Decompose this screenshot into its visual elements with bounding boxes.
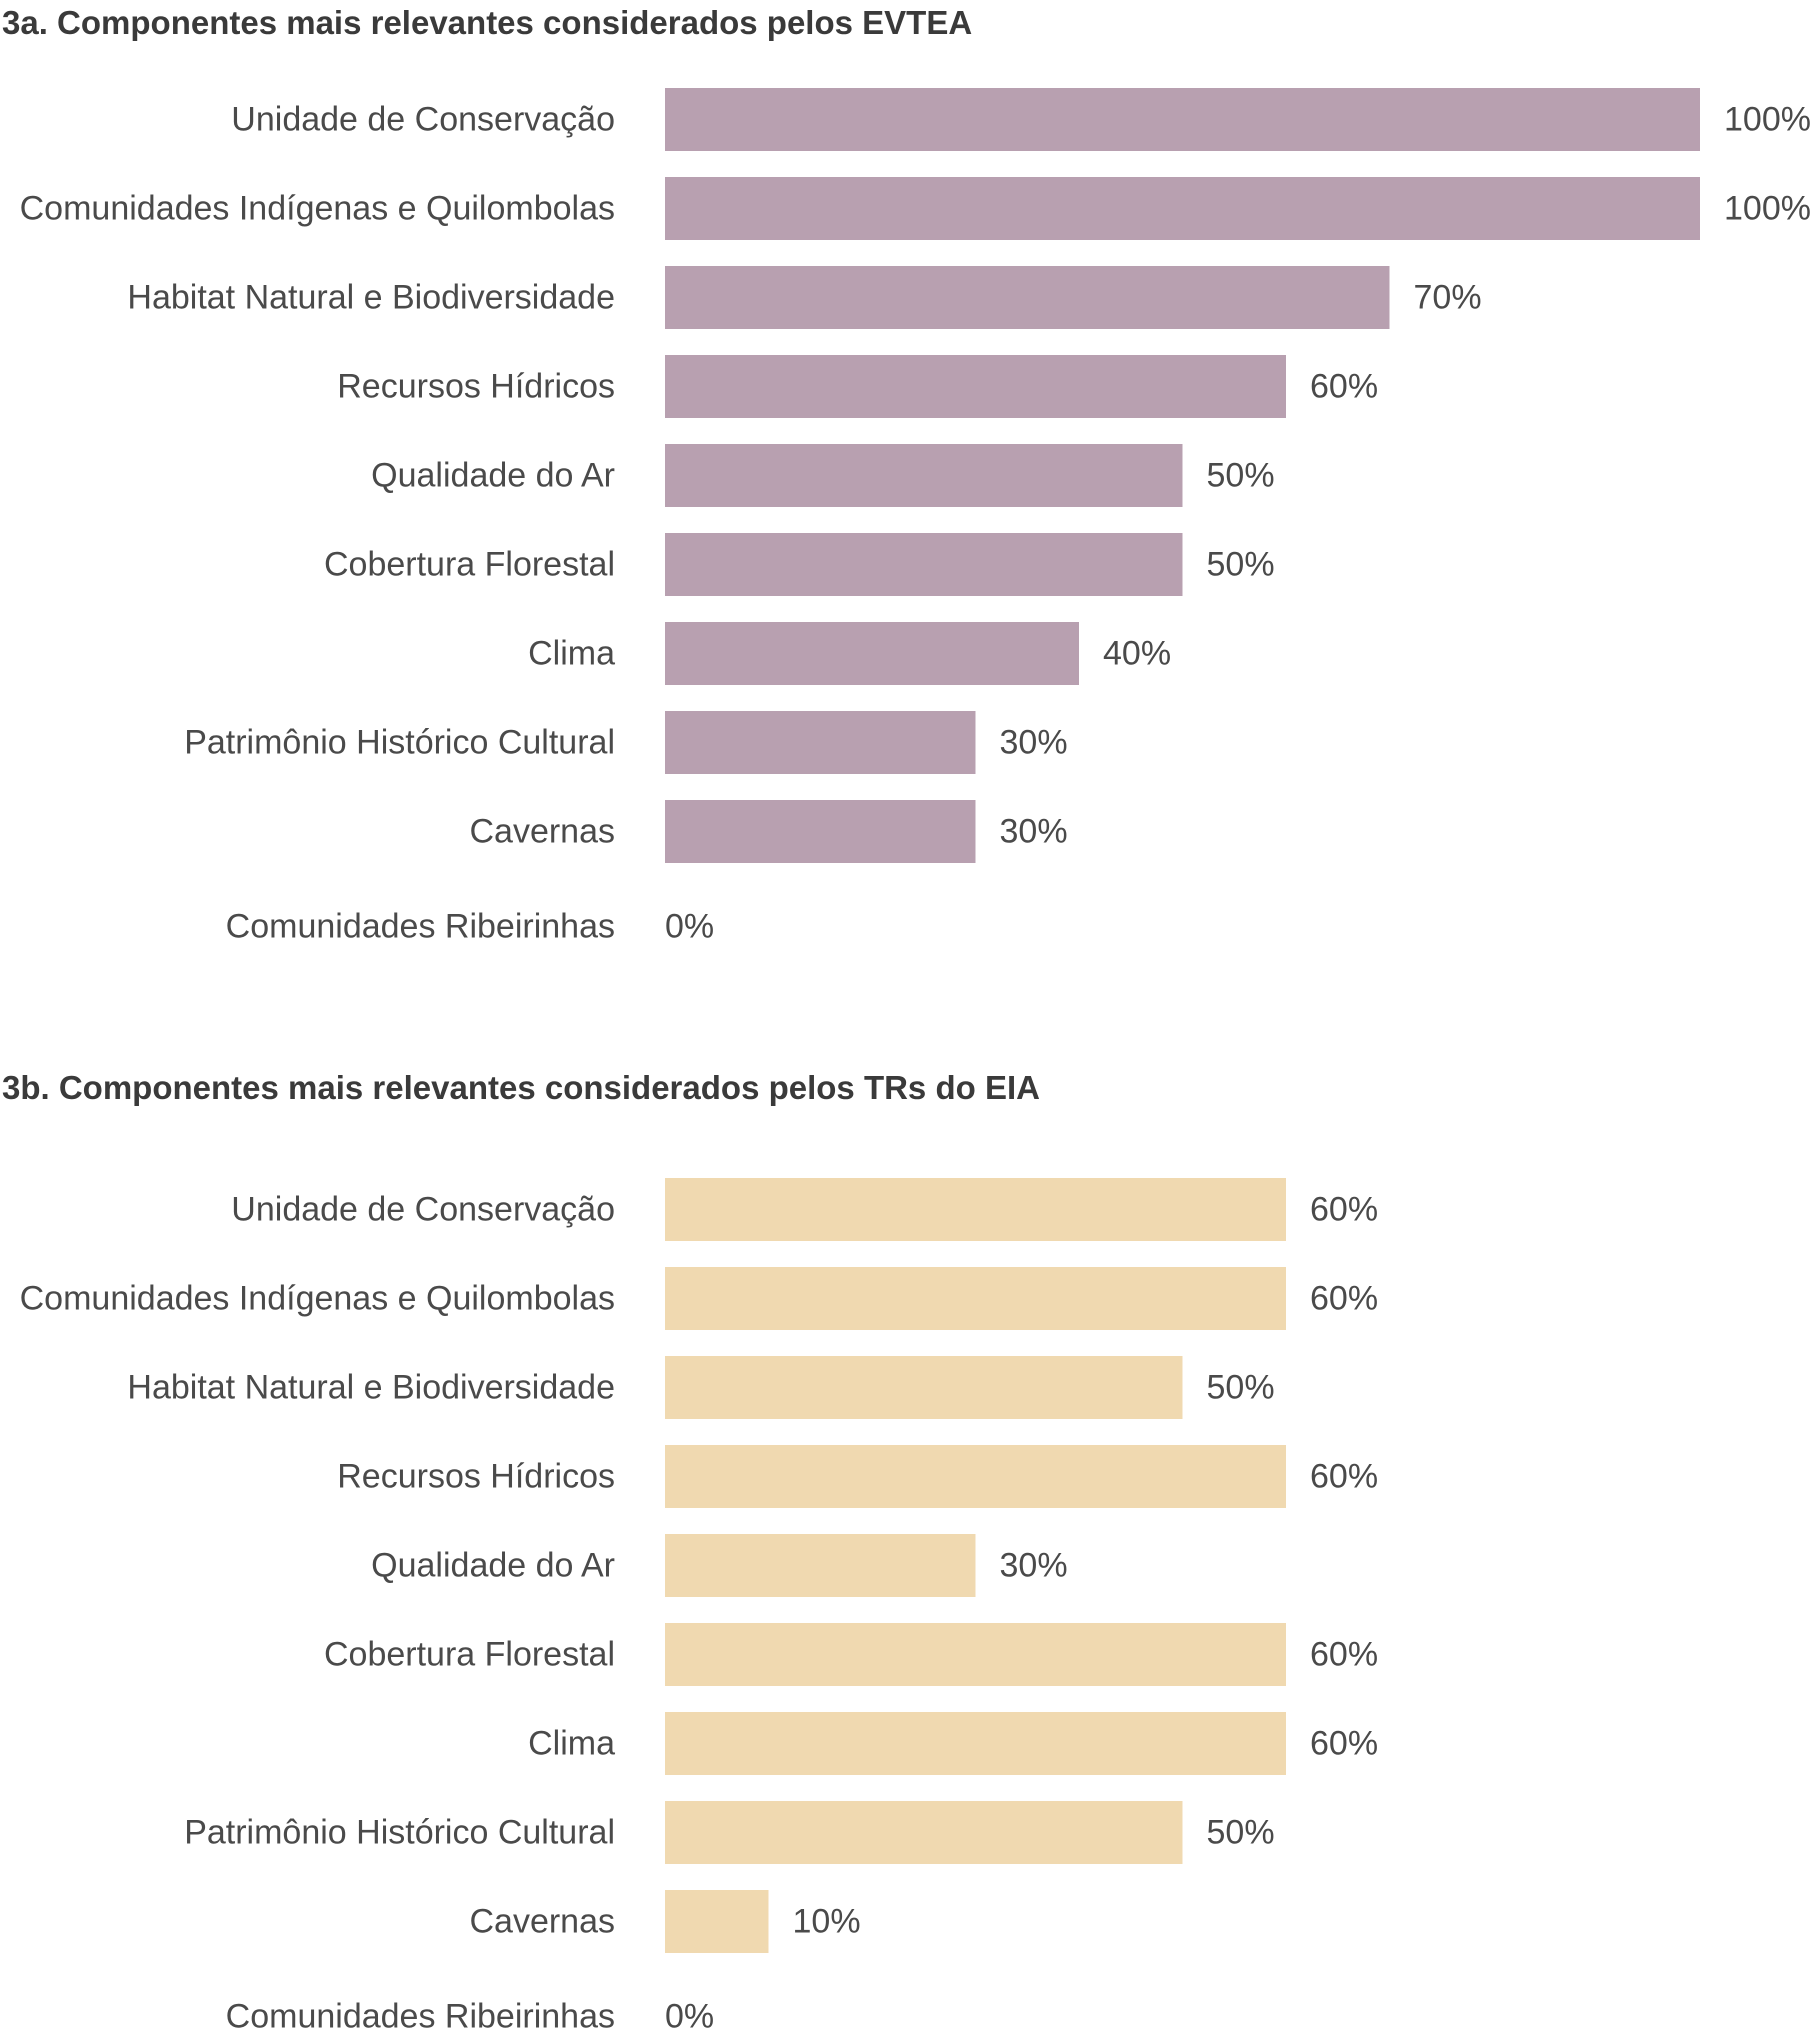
bar-3b — [665, 1178, 1286, 1241]
category-label-3a: Qualidade do Ar — [371, 457, 615, 495]
data-label-3b: 60% — [1310, 1725, 1378, 1763]
bar-chart-3a-svg: Unidade de Conservação 100% Comunidades In… — [20, 88, 1811, 946]
category-label-3a: Unidade de Conservação — [231, 101, 615, 139]
category-label-3a: Habitat Natural e Biodiversidade — [127, 279, 615, 317]
data-label-3a: 30% — [1000, 813, 1068, 851]
bar-3b — [665, 1712, 1286, 1775]
bar-3b — [665, 1356, 1183, 1419]
chart-title-3b: 3b. Componentes mais relevantes consider… — [2, 1069, 1040, 1106]
data-label-3b: 60% — [1310, 1280, 1378, 1318]
data-label-3a: 40% — [1103, 635, 1171, 673]
category-label-3b: Recursos Hídricos — [337, 1458, 615, 1496]
data-label-3b: 60% — [1310, 1636, 1378, 1674]
bar-3a — [665, 444, 1183, 507]
data-label-3a: 50% — [1207, 457, 1275, 495]
category-label-3b: Clima — [528, 1725, 615, 1763]
data-label-3b: 60% — [1310, 1458, 1378, 1496]
bar-3b — [665, 1623, 1286, 1686]
category-label-3b: Unidade de Conservação — [231, 1191, 615, 1229]
data-label-3b: 60% — [1310, 1191, 1378, 1229]
bar-3a — [665, 177, 1700, 240]
bar-3a — [665, 711, 976, 774]
category-label-3a: Patrimônio Histórico Cultural — [184, 724, 615, 762]
bar-3a — [665, 800, 976, 863]
bar-3b — [665, 1445, 1286, 1508]
data-label-3b: 0% — [665, 1998, 714, 2036]
bar-3a — [665, 355, 1286, 418]
data-label-3b: 30% — [1000, 1547, 1068, 1585]
data-label-3a: 50% — [1207, 546, 1275, 584]
data-label-3a: 60% — [1310, 368, 1378, 406]
category-label-3b: Patrimônio Histórico Cultural — [184, 1814, 615, 1852]
category-label-3a: Comunidades Ribeirinhas — [226, 908, 615, 946]
bar-chart-3b: Unidade de Conservação 60% Comunidades Ind… — [0, 1178, 1815, 2036]
category-label-3b: Habitat Natural e Biodiversidade — [127, 1369, 615, 1407]
category-label-3a: Cobertura Florestal — [324, 546, 615, 584]
bar-3a — [665, 622, 1079, 685]
bar-3a — [665, 533, 1183, 596]
data-label-3b: 50% — [1207, 1814, 1275, 1852]
category-label-3b: Qualidade do Ar — [371, 1547, 615, 1585]
data-label-3a: 0% — [665, 908, 714, 946]
bar-3b — [665, 1801, 1183, 1864]
bar-3b — [665, 1267, 1286, 1330]
bar-3b — [665, 1534, 976, 1597]
category-label-3b: Cavernas — [469, 1903, 615, 1941]
data-label-3a: 30% — [1000, 724, 1068, 762]
bar-chart-3b-svg: Unidade de Conservação 60% Comunidades Ind… — [20, 1178, 1378, 2036]
category-label-3b: Cobertura Florestal — [324, 1636, 615, 1674]
bar-3a — [665, 88, 1700, 151]
bar-3a — [665, 266, 1390, 329]
chart-title-3a: 3a. Componentes mais relevantes consider… — [2, 4, 973, 41]
category-label-3a: Recursos Hídricos — [337, 368, 615, 406]
category-label-3a: Clima — [528, 635, 615, 673]
data-label-3a: 70% — [1414, 279, 1482, 317]
category-label-3b: Comunidades Ribeirinhas — [226, 1998, 615, 2036]
category-label-3a: Comunidades Indígenas e Quilombolas — [20, 190, 615, 228]
category-label-3a: Cavernas — [469, 813, 615, 851]
data-label-3a: 100% — [1724, 190, 1811, 228]
bar-chart-3a: Unidade de Conservação 100% Comunidades In… — [0, 88, 1815, 968]
category-label-3b: Comunidades Indígenas e Quilombolas — [20, 1280, 615, 1318]
bar-3b — [665, 1890, 769, 1953]
data-label-3a: 100% — [1724, 101, 1811, 139]
data-label-3b: 10% — [793, 1903, 861, 1941]
data-label-3b: 50% — [1207, 1369, 1275, 1407]
